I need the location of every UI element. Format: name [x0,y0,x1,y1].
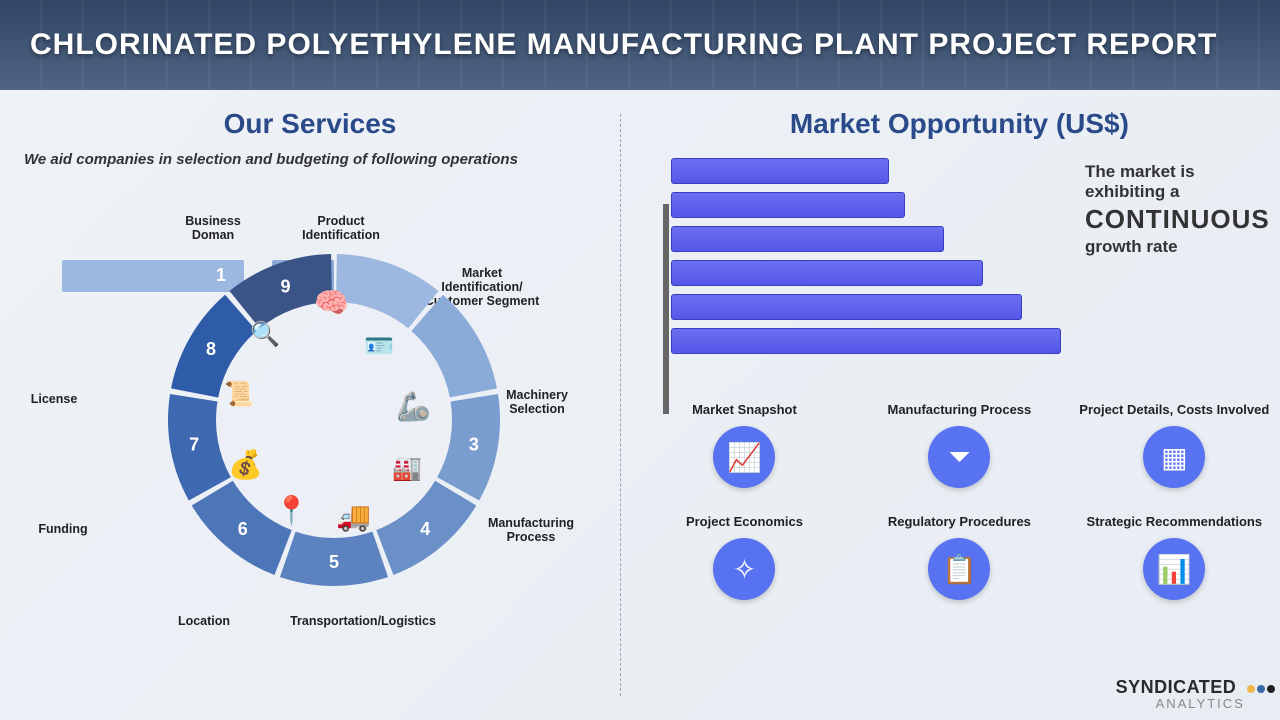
header-banner: CHLORINATED POLYETHYLENE MANUFACTURING P… [0,0,1280,90]
logo-sub: ANALYTICS [1156,698,1276,710]
market-title: Market Opportunity (US$) [649,108,1270,140]
bar-chart [649,150,1061,368]
bar-row-1 [671,190,1061,220]
bar-row-0 [671,156,1061,186]
ring-number-7: 7 [189,434,199,454]
feature-2: Project Details, Costs Involved ▦ [1079,386,1270,488]
segment-label-9: License [24,392,84,406]
growth-icon: 📊 [1143,538,1205,600]
feature-4: Regulatory Procedures 📋 [864,498,1055,600]
maze-icon: ▦ [1143,426,1205,488]
bar-row-3 [671,258,1061,288]
right-panel: Market Opportunity (US$) The market is e… [621,90,1280,720]
feature-3: Project Economics ✧ [649,498,840,600]
services-title: Our Services [24,108,596,140]
funnel-icon: ⏷ [928,426,990,488]
growth-big-word: CONTINUOUS [1085,204,1270,235]
robot-arm-icon: 🦾 [396,390,431,423]
growth-line-1: The market is exhibiting a [1085,162,1270,202]
ring-number-3: 3 [469,434,479,454]
feature-5: Strategic Recommendations 📊 [1079,498,1270,600]
growth-line-2: growth rate [1085,237,1270,257]
services-wheel: 1 2 Business Doman Product Identificatio… [24,170,594,630]
feature-label-3: Project Economics [649,498,840,530]
growth-text-block: The market is exhibiting a CONTINUOUS gr… [1085,150,1270,368]
ring-number-8: 8 [206,339,216,359]
logo-dots-icon [1246,677,1276,698]
bar-5 [671,328,1061,354]
bar-1 [671,192,905,218]
ring-number-9: 9 [280,276,290,296]
wheel-ring: 3 4 5 6 7 8 9 🧠 🔍 🪪 🦾 🏭 🚚 📍 💰 📜 [164,250,504,590]
ring-number-5: 5 [329,552,339,572]
brand-logo: SYNDICATED ANALYTICS [1116,677,1276,710]
services-subtitle: We aid companies in selection and budget… [24,150,596,170]
certificate-icon: 📜 [224,380,254,409]
ring-segment-1 [336,254,438,328]
segment-label-8: Funding [28,522,98,536]
ring-number-4: 4 [420,518,430,538]
segment-label-2: Product Identification [286,214,396,243]
bar-4 [671,294,1022,320]
bar-row-4 [671,292,1061,322]
barcode-scan-icon: 🔍 [250,320,280,349]
clipboard-icon: 📋 [928,538,990,600]
bar-row-2 [671,224,1061,254]
feature-label-4: Regulatory Procedures [864,498,1055,530]
feature-label-2: Project Details, Costs Involved [1079,386,1270,418]
puzzle-icon: ✧ [713,538,775,600]
feature-label-5: Strategic Recommendations [1079,498,1270,530]
truck-icon: 🚚 [336,500,371,533]
ring-number-6: 6 [238,518,248,538]
market-top-row: The market is exhibiting a CONTINUOUS gr… [649,150,1270,368]
feature-0: Market Snapshot 📈 [649,386,840,488]
left-panel: Our Services We aid companies in selecti… [0,90,620,720]
ring-segment-7 [168,394,231,500]
feature-label-0: Market Snapshot [649,386,840,418]
conveyor-icon: 🏭 [392,454,422,483]
bar-0 [671,158,889,184]
feature-label-1: Manufacturing Process [864,386,1055,418]
logo-name: SYNDICATED [1116,677,1237,697]
bar-2 [671,226,944,252]
feature-1: Manufacturing Process ⏷ [864,386,1055,488]
bar-3 [671,260,983,286]
content-area: Our Services We aid companies in selecti… [0,90,1280,720]
id-card-icon: 🪪 [364,332,394,361]
chart-icon: 📈 [713,426,775,488]
bar-row-5 [671,326,1061,356]
chart-y-axis [663,204,669,414]
segment-label-6: Transportation/Logistics [278,614,448,628]
segment-label-7: Location [164,614,244,628]
feature-grid: Market Snapshot 📈 Manufacturing Process ⏷ Pr… [649,386,1270,600]
idea-head-icon: 🧠 [314,286,349,319]
ring-segment-2 [411,294,497,397]
location-pin-icon: 📍 [274,494,309,527]
page-title: CHLORINATED POLYETHYLENE MANUFACTURING P… [30,28,1217,62]
segment-label-1: Business Doman [168,214,258,243]
money-bag-icon: 💰 [228,448,263,481]
segment-label-4: Machinery Selection [492,388,582,417]
